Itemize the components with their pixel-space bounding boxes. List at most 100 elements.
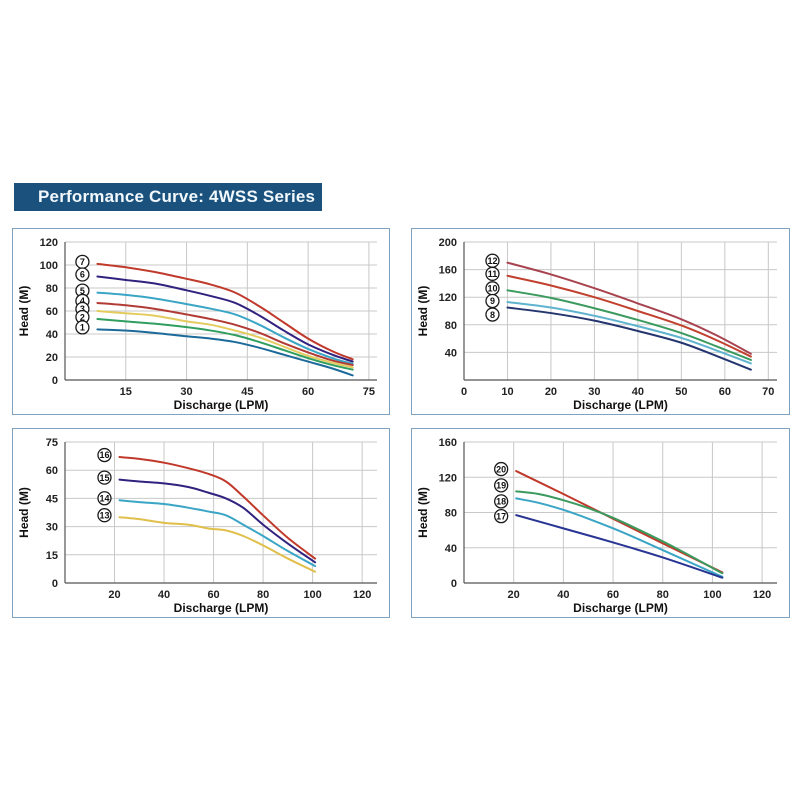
curve-9 [506, 301, 752, 365]
curve-label-8: 8 [485, 307, 500, 322]
x-tick-label: 80 [257, 589, 269, 601]
y-tick-label: 200 [439, 237, 457, 249]
svg-text:11: 11 [488, 269, 498, 279]
curve-12 [506, 261, 752, 355]
curve-label-9: 9 [485, 293, 500, 309]
svg-text:14: 14 [99, 493, 109, 503]
y-tick-label: 40 [46, 329, 58, 341]
curve-label-17: 17 [494, 508, 509, 524]
curve-label-5: 5 [75, 283, 90, 298]
chart-panel-bottom-left: 20 40 60 80 100 120 0 15 30 45 60 75 Discharge (LPM)… [12, 428, 390, 618]
y-tick-label: 80 [445, 508, 457, 520]
chart-panel-bottom-right: 20 40 60 80 100 120 0 40 80 120 160 Discharge (LPM)… [411, 428, 790, 618]
x-tick-label: 30 [588, 386, 600, 398]
x-tick-label: 120 [753, 589, 771, 601]
y-tick-label: 100 [40, 260, 58, 272]
y-tick-label: 80 [46, 283, 58, 295]
curve-1 [96, 328, 354, 377]
svg-text:12: 12 [487, 256, 497, 266]
x-tick-label: 75 [363, 386, 375, 398]
x-tick-label: 60 [207, 589, 219, 601]
y-tick-label: 0 [52, 578, 58, 590]
x-axis-title: Discharge (LPM) [573, 601, 668, 615]
x-tick-label: 120 [353, 589, 371, 601]
y-tick-label: 120 [40, 237, 58, 249]
curve-3 [96, 310, 354, 369]
x-tick-label: 50 [675, 386, 687, 398]
x-axis-title: Discharge (LPM) [174, 398, 269, 412]
curve-19 [515, 490, 724, 575]
svg-text:3: 3 [80, 304, 85, 314]
y-tick-label: 30 [46, 522, 58, 534]
curve-6 [96, 275, 354, 363]
x-tick-label: 20 [108, 589, 120, 601]
y-tick-label: 45 [46, 493, 58, 505]
curve-label-15: 15 [97, 470, 112, 485]
curve-label-13: 13 [97, 508, 112, 523]
x-tick-label: 100 [703, 589, 721, 601]
svg-text:8: 8 [490, 310, 495, 320]
svg-text:19: 19 [496, 481, 506, 491]
x-tick-label: 0 [461, 386, 467, 398]
y-tick-label: 120 [439, 292, 457, 304]
y-tick-label: 60 [46, 306, 58, 318]
svg-text:2: 2 [80, 312, 85, 322]
curve-label-7: 7 [75, 254, 90, 269]
y-tick-label: 15 [46, 550, 58, 562]
curve-16 [118, 456, 317, 560]
y-tick-label: 0 [52, 375, 58, 387]
svg-text:18: 18 [496, 497, 506, 507]
x-tick-label: 100 [303, 589, 321, 601]
svg-text:16: 16 [99, 450, 109, 460]
performance-chart-top-right: 0 10 20 30 40 50 60 70 40 80 120 160 200 Discharge (L… [416, 237, 777, 412]
svg-text:9: 9 [490, 296, 495, 306]
curve-15 [118, 478, 317, 564]
curve-label-1: 1 [75, 320, 90, 335]
x-tick-label: 60 [607, 589, 619, 601]
y-tick-label: 80 [445, 320, 457, 332]
y-tick-label: 0 [451, 578, 457, 590]
curve-10 [506, 289, 752, 361]
curve-label-11: 11 [485, 266, 500, 281]
page-title-banner: Performance Curve: 4WSS Series [14, 183, 322, 211]
svg-text:5: 5 [80, 286, 85, 296]
svg-text:4: 4 [80, 296, 85, 306]
y-tick-label: 40 [445, 347, 457, 359]
curve-5 [96, 291, 354, 365]
y-tick-label: 20 [46, 352, 58, 364]
svg-text:7: 7 [80, 257, 85, 267]
curve-label-6: 6 [75, 267, 90, 282]
y-tick-label: 75 [46, 437, 58, 449]
y-axis-title: Head (M) [416, 487, 430, 538]
x-tick-label: 20 [508, 589, 520, 601]
x-tick-label: 30 [180, 386, 192, 398]
x-tick-label: 40 [557, 589, 569, 601]
x-tick-label: 45 [241, 386, 253, 398]
curve-label-10: 10 [485, 281, 500, 296]
curve-label-14: 14 [97, 491, 112, 506]
curve-label-16: 16 [97, 447, 112, 463]
curve-4 [96, 301, 354, 367]
curve-label-12: 12 [485, 253, 500, 268]
y-axis-title: Head (M) [17, 286, 31, 337]
x-tick-label: 15 [120, 386, 132, 398]
svg-text:13: 13 [99, 510, 109, 520]
svg-text:10: 10 [487, 284, 497, 294]
svg-text:1: 1 [80, 323, 85, 333]
svg-text:6: 6 [80, 270, 85, 280]
performance-chart-bottom-left: 20 40 60 80 100 120 0 15 30 45 60 75 Discharge (LPM)… [17, 437, 377, 615]
curve-17 [515, 514, 724, 579]
x-tick-label: 40 [158, 589, 170, 601]
x-tick-label: 80 [657, 589, 669, 601]
y-tick-label: 160 [439, 437, 457, 449]
y-tick-label: 40 [445, 543, 457, 555]
chart-panel-top-right: 0 10 20 30 40 50 60 70 40 80 120 160 200 Discharge (L… [411, 228, 790, 415]
y-axis-title: Head (M) [17, 487, 31, 538]
curve-14 [118, 499, 317, 568]
y-axis-title: Head (M) [416, 286, 430, 337]
curve-label-18: 18 [494, 494, 509, 509]
x-tick-label: 70 [762, 386, 774, 398]
y-tick-label: 160 [439, 265, 457, 277]
page-title: Performance Curve: 4WSS Series [38, 187, 316, 206]
